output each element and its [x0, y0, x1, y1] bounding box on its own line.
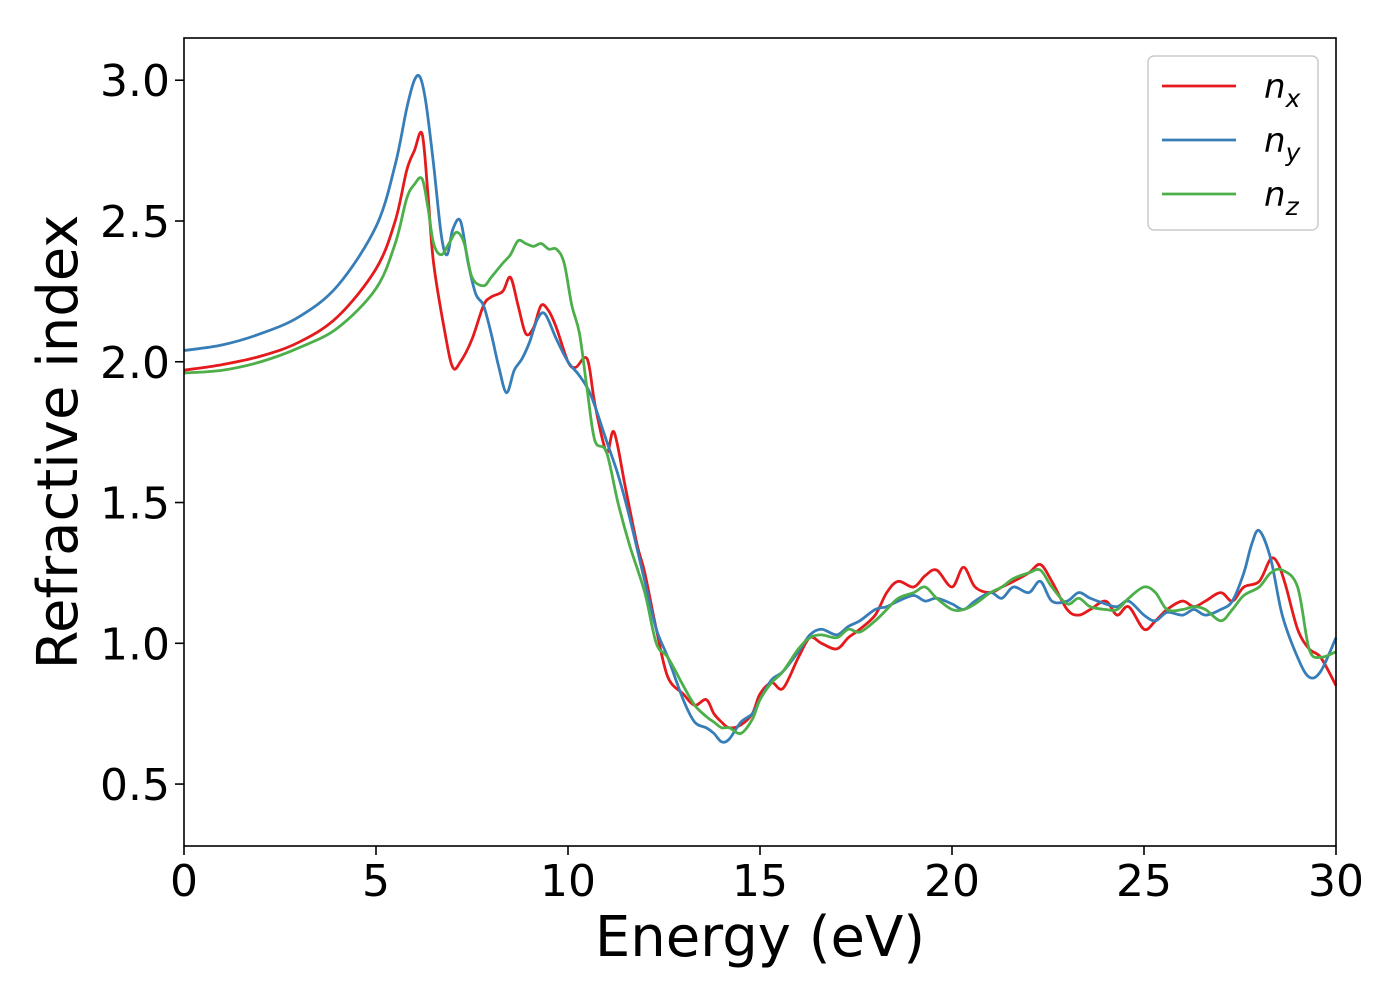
x-tick-label: 15	[732, 856, 788, 907]
x-tick-label: 30	[1308, 856, 1364, 907]
x-tick-label: 5	[362, 856, 390, 907]
series-line-nz	[183, 176, 1337, 735]
y-axis-title: Refractive index	[26, 215, 91, 670]
series-layer	[183, 73, 1338, 744]
legend: nx ny nz	[1147, 55, 1319, 231]
y-tick-label: 2.5	[100, 197, 170, 248]
y-tick-label: 1.0	[100, 619, 170, 670]
x-tick-label: 10	[540, 856, 596, 907]
x-tick-label: 25	[1116, 856, 1172, 907]
y-tick-label: 1.5	[100, 479, 170, 530]
x-axis-title: Energy (eV)	[595, 905, 925, 970]
series-line-nx	[183, 130, 1338, 730]
y-tick-label: 3.0	[100, 56, 170, 107]
y-tick-label: 0.5	[100, 760, 170, 811]
x-tick-label: 20	[924, 856, 980, 907]
plot-area	[184, 38, 1336, 846]
legend-box	[1147, 55, 1319, 231]
x-tick-label: 0	[170, 856, 198, 907]
y-tick-label: 2.0	[100, 338, 170, 389]
y-axis: 0.5 1.0 1.5 2.0 2.5 3.0	[100, 56, 184, 811]
legend-label-ny: ny	[1264, 121, 1302, 167]
legend-label-nx: nx	[1264, 67, 1301, 113]
x-axis: 0 5 10 15 20 25 30	[170, 846, 1364, 907]
legend-label-nz: nz	[1264, 175, 1300, 221]
